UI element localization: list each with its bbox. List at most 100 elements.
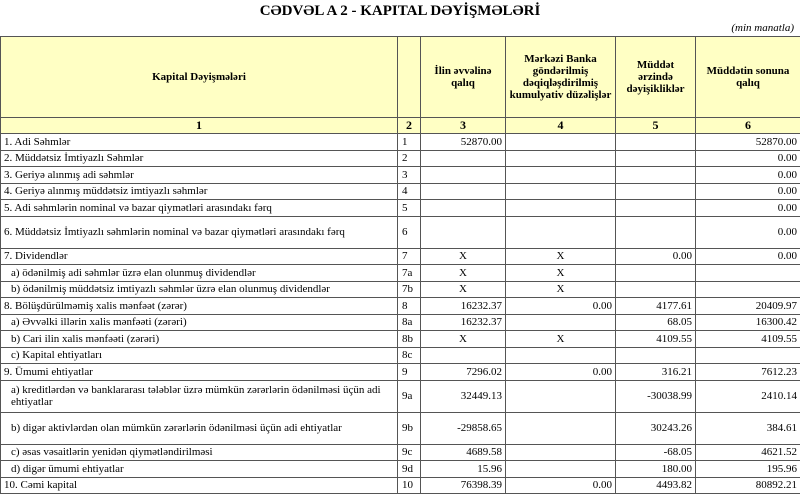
row-label: a) ödənilmiş adi səhmlər üzrə elan olunm…: [1, 265, 398, 282]
row-label: a) kreditlərdən və banklararası tələblər…: [1, 380, 398, 412]
table-row: a) kreditlərdən və banklararası tələblər…: [1, 380, 800, 412]
cell: [506, 183, 616, 200]
cell: [421, 183, 506, 200]
row-code: 7a: [398, 265, 421, 282]
column-number: 5: [616, 118, 696, 134]
cell: [506, 314, 616, 331]
cell: X: [506, 331, 616, 348]
row-label: b) Cari ilin xalis mənfəəti (zərəri): [1, 331, 398, 348]
cell: [696, 281, 800, 298]
row-label: 9. Ümumi ehtiyatlar: [1, 364, 398, 381]
table-row: a) ödənilmiş adi səhmlər üzrə elan olunm…: [1, 265, 800, 282]
cell: X: [506, 265, 616, 282]
row-code: 9c: [398, 444, 421, 461]
cell: 0.00: [506, 298, 616, 315]
table-row: 5. Adi səhmlərin nominal və bazar qiymət…: [1, 200, 800, 217]
cell: 195.96: [696, 461, 800, 478]
cell: 30243.26: [616, 412, 696, 444]
table-row: c) əsas vəsaitlərin yenidən qiymətləndir…: [1, 444, 800, 461]
unit-note: (min manatla): [0, 20, 800, 36]
row-code: 7b: [398, 281, 421, 298]
row-code: 10: [398, 477, 421, 494]
row-code: 9b: [398, 412, 421, 444]
row-label: 4. Geriyə alınmış müddətsiz imtiyazlı sə…: [1, 183, 398, 200]
row-code: 4: [398, 183, 421, 200]
cell: [616, 167, 696, 184]
row-label: b) digər aktivlərdən olan mümkün zərərlə…: [1, 412, 398, 444]
cell: 15.96: [421, 461, 506, 478]
row-code: 2: [398, 150, 421, 167]
row-label: b) ödənilmiş müddətsiz imtiyazlı səhmlər…: [1, 281, 398, 298]
row-code: 8b: [398, 331, 421, 348]
cell: [421, 150, 506, 167]
cell: [616, 281, 696, 298]
cell: [616, 216, 696, 248]
cell: 0.00: [696, 200, 800, 217]
row-code: 9d: [398, 461, 421, 478]
cell: [506, 134, 616, 151]
cell: [421, 200, 506, 217]
cell: 16232.37: [421, 298, 506, 315]
row-code: 1: [398, 134, 421, 151]
cell: [506, 347, 616, 364]
cell: 384.61: [696, 412, 800, 444]
cell: 0.00: [506, 364, 616, 381]
cell: X: [421, 281, 506, 298]
cell: 76398.39: [421, 477, 506, 494]
cell: 52870.00: [696, 134, 800, 151]
cell: 0.00: [696, 216, 800, 248]
cell: X: [421, 248, 506, 265]
cell: [696, 347, 800, 364]
column-number: 4: [506, 118, 616, 134]
cell: 316.21: [616, 364, 696, 381]
cell: 0.00: [696, 248, 800, 265]
cell: 7296.02: [421, 364, 506, 381]
row-code: 7: [398, 248, 421, 265]
cell: [421, 216, 506, 248]
row-label: 10. Cəmi kapital: [1, 477, 398, 494]
cell: [616, 134, 696, 151]
row-label: c) əsas vəsaitlərin yenidən qiymətləndir…: [1, 444, 398, 461]
table-row: 6. Müddətsiz İmtiyazlı səhmlərin nominal…: [1, 216, 800, 248]
cell: X: [421, 331, 506, 348]
row-label: 1. Adi Səhmlər: [1, 134, 398, 151]
cell: X: [506, 248, 616, 265]
cell: 4109.55: [696, 331, 800, 348]
column-header: Müddətin sonuna qalıq: [696, 37, 800, 118]
cell: 4689.58: [421, 444, 506, 461]
row-label: 8. Bölüşdürülməmiş xalis mənfəət (zərər): [1, 298, 398, 315]
row-label: 2. Müddətsiz İmtiyazlı Səhmlər: [1, 150, 398, 167]
cell: 0.00: [616, 248, 696, 265]
cell: [506, 461, 616, 478]
row-code: 8a: [398, 314, 421, 331]
column-header: Mərkəzi Banka göndərilmiş dəqiqləşdirilm…: [506, 37, 616, 118]
row-label: c) Kapital ehtiyatları: [1, 347, 398, 364]
cell: [421, 167, 506, 184]
cell: [506, 412, 616, 444]
column-header: Kapital Dəyişmələri: [1, 37, 398, 118]
cell: 68.05: [616, 314, 696, 331]
cell: 4109.55: [616, 331, 696, 348]
table-row: a) Əvvəlki illərin xalis mənfəəti (zərər…: [1, 314, 800, 331]
cell: 16300.42: [696, 314, 800, 331]
cell: X: [506, 281, 616, 298]
cell: 52870.00: [421, 134, 506, 151]
cell: 4621.52: [696, 444, 800, 461]
cell: -29858.65: [421, 412, 506, 444]
column-header: İlin əvvəlinə qalıq: [421, 37, 506, 118]
cell: -30038.99: [616, 380, 696, 412]
column-header: [398, 37, 421, 118]
cell: X: [421, 265, 506, 282]
cell: [506, 200, 616, 217]
column-header: Müddət ərzində dəyişikliklər: [616, 37, 696, 118]
column-number: 3: [421, 118, 506, 134]
